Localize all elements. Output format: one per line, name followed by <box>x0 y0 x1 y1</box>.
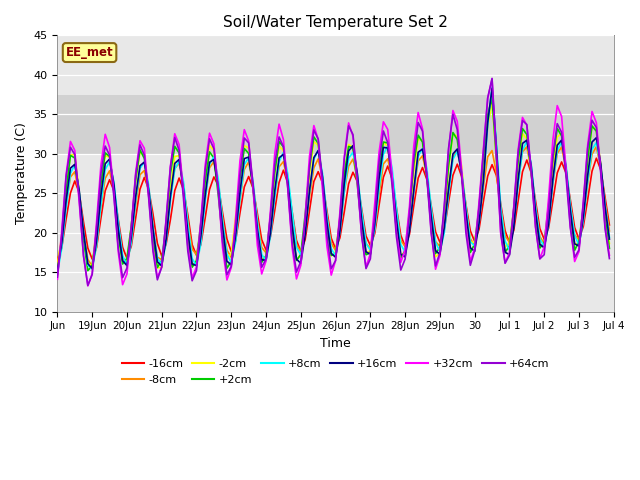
Legend: -16cm, -8cm, -2cm, +2cm, +8cm, +16cm, +32cm, +64cm: -16cm, -8cm, -2cm, +2cm, +8cm, +16cm, +3… <box>117 355 554 389</box>
Text: EE_met: EE_met <box>66 46 113 59</box>
Bar <box>58 95 614 154</box>
Y-axis label: Temperature (C): Temperature (C) <box>15 122 28 225</box>
Title: Soil/Water Temperature Set 2: Soil/Water Temperature Set 2 <box>223 15 448 30</box>
X-axis label: Time: Time <box>320 337 351 350</box>
